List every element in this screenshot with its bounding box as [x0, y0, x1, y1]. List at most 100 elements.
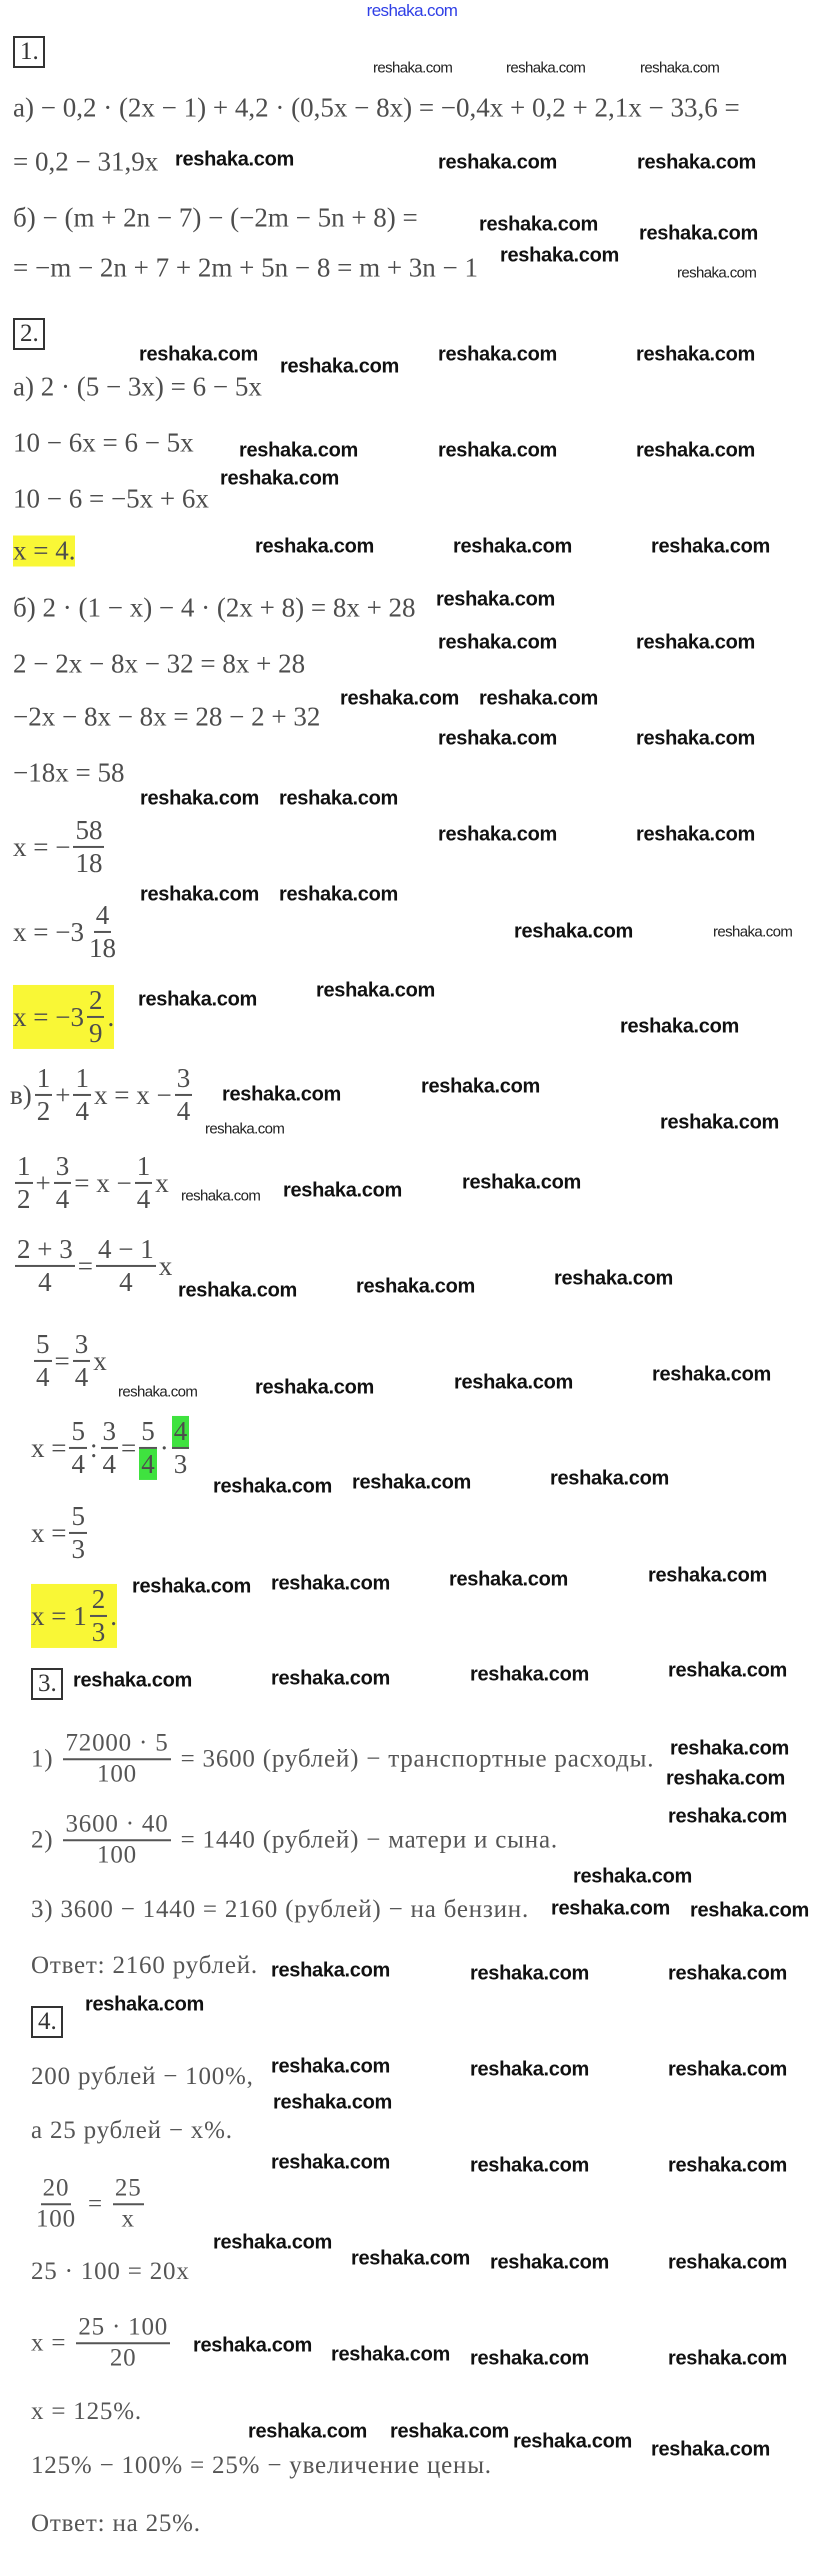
math-text: а) − 0,2 · (2x − 1) + 4,2 · (0,5x − 8x) …: [13, 92, 740, 123]
solution-line: 125% − 100% = 25% − увеличение цены.: [31, 2452, 492, 2480]
solution-line: 2) 3600 · 40 100 = 1440 (рублей) − матери…: [31, 1810, 558, 1870]
watermark: reshaka.com: [139, 343, 258, 366]
fraction-numerator: 3600 · 40: [63, 1810, 171, 1841]
solution-line: Ответ: 2160 рублей.: [31, 1952, 258, 1980]
fraction-denominator: 2: [17, 1184, 31, 1214]
solution-line: −2x − 8x − 8x = 28 − 2 + 32: [13, 702, 320, 733]
fraction-denominator: 4: [176, 1096, 191, 1126]
math-text: = 1440 (рублей) − матери и сына.: [173, 1826, 558, 1853]
watermark: reshaka.com: [668, 1962, 787, 1985]
math-text: 25 · 100 = 20x: [31, 2258, 190, 2285]
solution-line: 2 − 2x − 8x − 32 = 8x + 28: [13, 649, 305, 680]
watermark: reshaka.com: [636, 439, 755, 462]
math-text: .: [110, 1600, 117, 1631]
math-text: = −m − 2n + 7 + 2m + 5n − 8 = m + 3n − 1: [13, 252, 479, 283]
math-text: 10 − 6 = −5x + 6x: [13, 483, 209, 514]
solution-line: 10 − 6x = 6 − 5x: [13, 428, 194, 459]
solution-line: 1 2 +3 4 = x −1 4 x: [12, 1151, 169, 1215]
solution-line: x = 125%.: [31, 2398, 142, 2426]
watermark: reshaka.com: [273, 2091, 392, 2114]
math-text: x =: [31, 2329, 74, 2356]
watermark: reshaka.com: [438, 631, 557, 654]
watermark: reshaka.com: [220, 467, 339, 490]
solution-line: а) 2 · (5 − 3x) = 6 − 5x: [13, 372, 262, 403]
fraction: 20 100: [34, 2174, 78, 2234]
fraction-numerator: 5: [34, 1329, 52, 1362]
watermark: reshaka.com: [438, 439, 557, 462]
math-text: =: [77, 1250, 93, 1281]
fraction-numerator: 3: [72, 1329, 91, 1362]
watermark: reshaka.com: [205, 1120, 285, 1138]
solution-line: x = 5 3: [31, 1501, 90, 1565]
math-text: =: [121, 1432, 137, 1463]
watermark: reshaka.com: [222, 1083, 341, 1106]
math-text: 2): [31, 1826, 61, 1853]
math-text: .: [107, 1001, 115, 1032]
watermark: reshaka.com: [271, 2151, 390, 2174]
fraction-denominator: 4: [36, 1362, 50, 1392]
watermark: reshaka.com: [551, 1897, 670, 1920]
fraction-denominator: 4: [75, 1096, 89, 1126]
fraction-numerator: 3: [100, 1416, 118, 1449]
highlighted-answer-line: x = −3 2 9.: [13, 984, 115, 1050]
fraction-denominator: 4: [55, 1184, 70, 1214]
fraction-denominator: 18: [88, 933, 116, 963]
math-text: x = −3: [13, 1001, 84, 1032]
watermark: reshaka.com: [85, 1993, 204, 2016]
watermark: reshaka.com: [470, 2058, 589, 2081]
math-text: 3) 3600 − 1440 = 2160 (рублей) − на бенз…: [31, 1896, 530, 1923]
solution-line: −18x = 58: [13, 758, 124, 789]
fraction-denominator: 4: [139, 1449, 157, 1481]
math-text: x = x −: [93, 1079, 172, 1110]
math-text: +: [55, 1079, 71, 1110]
math-text: Ответ: на 25%.: [31, 2510, 201, 2537]
watermark: reshaka.com: [283, 1179, 402, 1202]
watermark: reshaka.com: [453, 535, 572, 558]
fraction-numerator: 4: [93, 900, 112, 933]
watermark: reshaka.com: [438, 727, 557, 750]
task-number-3: 3.: [31, 1668, 63, 1700]
watermark: reshaka.com: [670, 1737, 789, 1760]
watermark: reshaka.com: [255, 535, 374, 558]
fraction: 72000 · 5 100: [63, 1729, 171, 1789]
fraction-numerator: 5: [139, 1416, 157, 1449]
solution-line: x = −3 4 18: [13, 900, 121, 964]
fraction-numerator: 72000 · 5: [63, 1729, 171, 1760]
solution-line: 20 100 = 25 x: [31, 2174, 147, 2234]
math-text: −2x − 8x − 8x = 28 − 2 + 32: [13, 701, 321, 732]
math-text: x = −3: [13, 916, 84, 947]
watermark: reshaka.com: [271, 2055, 390, 2078]
watermark: reshaka.com: [620, 1015, 739, 1038]
solution-line: б) 2 · (1 − x) − 4 · (2x + 8) = 8x + 28: [13, 593, 416, 624]
math-text: x = 4.: [13, 535, 76, 566]
fraction-denominator: x: [121, 2205, 135, 2232]
fraction-numerator: 1: [73, 1063, 91, 1096]
watermark: reshaka.com: [438, 823, 557, 846]
site-logo-link[interactable]: reshaka.com: [366, 1, 458, 20]
watermark: reshaka.com: [279, 787, 398, 810]
fraction-denominator: 3: [71, 1534, 85, 1564]
fraction-denominator: 4: [38, 1267, 52, 1297]
fraction-numerator: 2: [89, 1584, 108, 1617]
watermark: reshaka.com: [462, 1171, 581, 1194]
watermark: reshaka.com: [713, 923, 793, 941]
solution-line: x = 5 4:3 4 = 5 4 · 4 3: [31, 1415, 192, 1481]
watermark: reshaka.com: [255, 1376, 374, 1399]
fraction-denominator: 4: [71, 1449, 85, 1479]
math-text: = 3600 (рублей) − транспортные расходы.: [173, 1745, 655, 1772]
watermark: reshaka.com: [677, 264, 757, 282]
math-text: x =: [31, 1517, 67, 1548]
math-text: б) 2 · (1 − x) − 4 · (2x + 8) = 8x + 28: [13, 592, 416, 623]
watermark: reshaka.com: [513, 2430, 632, 2453]
watermark: reshaka.com: [470, 2347, 589, 2370]
watermark: reshaka.com: [352, 1471, 471, 1494]
watermark: reshaka.com: [470, 1962, 589, 1985]
watermark: reshaka.com: [331, 2343, 450, 2366]
fraction-numerator: 1: [15, 1151, 33, 1184]
math-text: 200 рублей − 100%,: [31, 2063, 254, 2090]
watermark: reshaka.com: [271, 1667, 390, 1690]
